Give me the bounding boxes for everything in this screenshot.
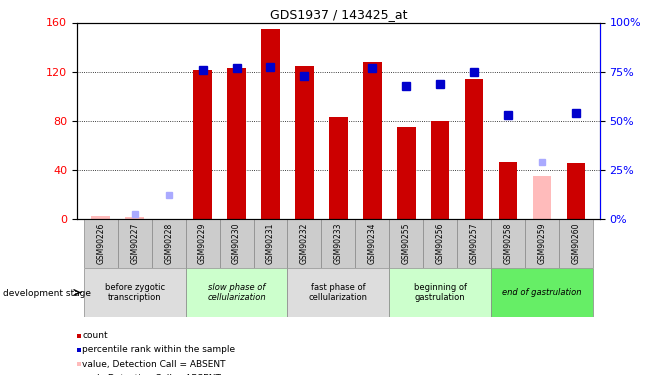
Bar bbox=[559, 219, 593, 268]
Text: GSM90257: GSM90257 bbox=[470, 223, 478, 264]
Bar bbox=[322, 219, 355, 268]
Bar bbox=[84, 268, 186, 317]
Bar bbox=[118, 219, 151, 268]
Text: GSM90228: GSM90228 bbox=[164, 223, 173, 264]
Bar bbox=[253, 219, 287, 268]
Bar bbox=[329, 117, 348, 219]
Text: fast phase of
cellularization: fast phase of cellularization bbox=[309, 283, 368, 302]
Text: count: count bbox=[82, 331, 108, 340]
Text: GSM90233: GSM90233 bbox=[334, 223, 343, 264]
Text: GSM90260: GSM90260 bbox=[572, 223, 580, 264]
Bar bbox=[389, 219, 423, 268]
Text: end of gastrulation: end of gastrulation bbox=[502, 288, 582, 297]
Bar bbox=[186, 268, 287, 317]
Bar bbox=[525, 219, 559, 268]
Bar bbox=[389, 268, 491, 317]
Text: beginning of
gastrulation: beginning of gastrulation bbox=[413, 283, 467, 302]
Bar bbox=[423, 219, 457, 268]
Text: percentile rank within the sample: percentile rank within the sample bbox=[82, 345, 236, 354]
Bar bbox=[193, 70, 212, 219]
Bar bbox=[491, 219, 525, 268]
Text: GSM90256: GSM90256 bbox=[436, 223, 445, 264]
Text: slow phase of
cellularization: slow phase of cellularization bbox=[207, 283, 266, 302]
Bar bbox=[186, 219, 220, 268]
Bar bbox=[261, 28, 280, 219]
Title: GDS1937 / 143425_at: GDS1937 / 143425_at bbox=[269, 8, 407, 21]
Text: GSM90229: GSM90229 bbox=[198, 223, 207, 264]
Text: rank, Detection Call = ABSENT: rank, Detection Call = ABSENT bbox=[82, 374, 221, 375]
Text: GSM90259: GSM90259 bbox=[537, 223, 547, 264]
Bar bbox=[567, 163, 585, 219]
Text: GSM90258: GSM90258 bbox=[504, 223, 513, 264]
Text: GSM90227: GSM90227 bbox=[130, 223, 139, 264]
Text: GSM90232: GSM90232 bbox=[300, 223, 309, 264]
Bar bbox=[92, 216, 110, 219]
Text: GSM90234: GSM90234 bbox=[368, 223, 377, 264]
Text: GSM90226: GSM90226 bbox=[96, 223, 105, 264]
Bar bbox=[84, 219, 118, 268]
Text: GSM90255: GSM90255 bbox=[402, 223, 411, 264]
Bar bbox=[287, 219, 322, 268]
Bar bbox=[431, 121, 450, 219]
Text: GSM90230: GSM90230 bbox=[232, 223, 241, 264]
Bar bbox=[220, 219, 253, 268]
Bar bbox=[287, 268, 389, 317]
Bar bbox=[295, 66, 314, 219]
Text: value, Detection Call = ABSENT: value, Detection Call = ABSENT bbox=[82, 360, 226, 369]
Text: GSM90231: GSM90231 bbox=[266, 223, 275, 264]
Text: development stage: development stage bbox=[3, 289, 91, 298]
Bar bbox=[397, 127, 415, 219]
Text: before zygotic
transcription: before zygotic transcription bbox=[105, 283, 165, 302]
Bar bbox=[125, 217, 144, 219]
Bar bbox=[363, 62, 382, 219]
Bar bbox=[498, 162, 517, 219]
Bar bbox=[457, 219, 491, 268]
Bar bbox=[491, 268, 593, 317]
Bar bbox=[227, 68, 246, 219]
Bar bbox=[355, 219, 389, 268]
Bar bbox=[151, 219, 186, 268]
Bar bbox=[465, 79, 484, 219]
Bar bbox=[533, 176, 551, 219]
